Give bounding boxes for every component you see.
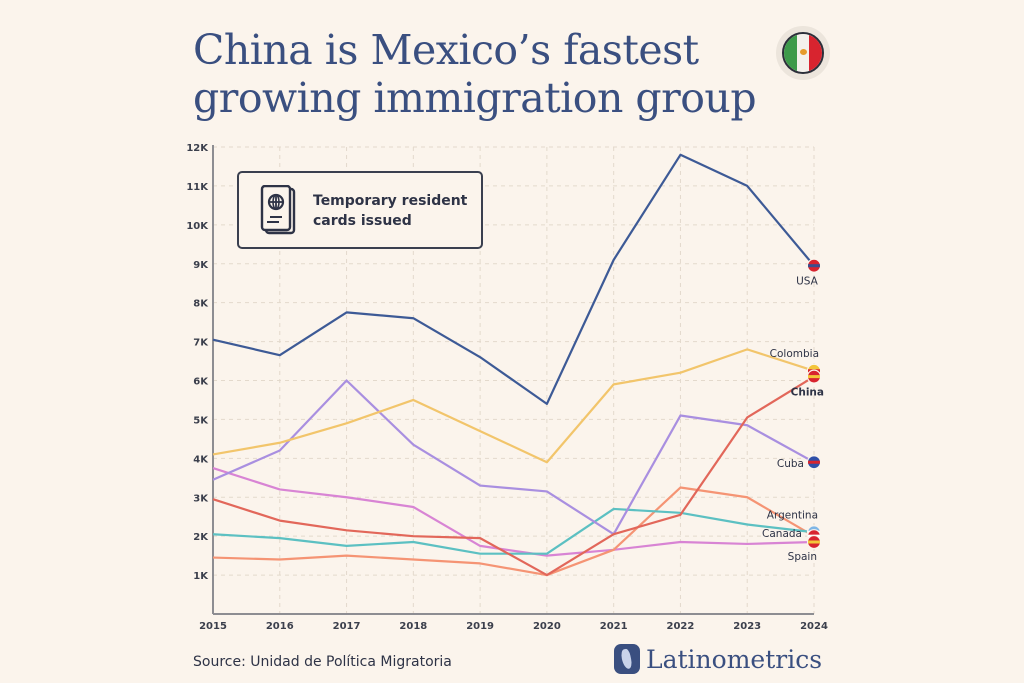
end-markers xyxy=(806,258,822,550)
flag-stripe xyxy=(808,540,820,544)
y-tick-label: 12K xyxy=(186,143,209,154)
series-labels: USA Colombia China Cuba Argentina Canada Spain xyxy=(762,276,824,563)
brand-logo: Latinometrics xyxy=(614,644,822,674)
series-label-colombia: Colombia xyxy=(770,348,819,360)
x-tick-label: 2020 xyxy=(533,621,561,632)
series-line-spain xyxy=(212,467,815,557)
series-line-argentina xyxy=(212,507,815,555)
series-line-colombia xyxy=(212,348,815,464)
series-label-cuba: Cuba xyxy=(777,458,804,470)
y-tick-label: 6K xyxy=(193,377,209,388)
flag-stripe xyxy=(808,375,820,379)
flag-stripe xyxy=(808,460,820,464)
series-line-canada xyxy=(212,486,815,577)
chart-title: China is Mexico’s fastest growing immigr… xyxy=(193,26,757,122)
y-tick-label: 11K xyxy=(186,182,209,193)
x-tick-label: 2022 xyxy=(667,621,695,632)
x-tick-label: 2016 xyxy=(266,621,294,632)
y-tick-label: 3K xyxy=(193,493,209,504)
source-note: Source: Unidad de Política Migratoria xyxy=(193,654,452,670)
x-tick-label: 2018 xyxy=(399,621,427,632)
y-tick-label: 5K xyxy=(193,415,209,426)
series-line-cuba xyxy=(212,379,815,536)
title-line-2: growing immigration group xyxy=(193,74,757,122)
legend-text-line-1: Temporary resident xyxy=(313,193,468,209)
y-tick-label: 7K xyxy=(193,338,209,349)
usa-flag-icon xyxy=(806,258,822,273)
legend-box: Temporary resident cards issued xyxy=(237,171,483,249)
series-label-spain: Spain xyxy=(788,551,817,563)
title-line-1: China is Mexico’s fastest xyxy=(193,26,699,74)
legend-text-line-2: cards issued xyxy=(313,213,412,229)
series-label-usa: USA xyxy=(796,276,819,288)
x-tick-label: 2024 xyxy=(800,621,828,632)
series-label-canada: Canada xyxy=(762,528,802,540)
passport-icon xyxy=(260,185,296,235)
y-tick-label: 4K xyxy=(193,454,209,465)
x-tick-label: 2015 xyxy=(199,621,227,632)
latinometrics-logo-icon xyxy=(614,644,640,674)
flag-stripe xyxy=(808,264,820,268)
y-tick-label: 2K xyxy=(193,532,209,543)
y-tick-label: 10K xyxy=(186,221,209,232)
series-label-china: China xyxy=(791,387,824,399)
china-flag-icon xyxy=(806,369,822,384)
brand-name: Latinometrics xyxy=(646,644,823,674)
series-label-argentina: Argentina xyxy=(767,509,818,521)
series-line-china xyxy=(212,375,815,577)
axes: 1K 2K 3K 4K 5K 6K 7K 8K 9K 10K 11K 12K 2015 2016 2017 2… xyxy=(186,143,828,632)
spain-flag-icon xyxy=(806,534,822,550)
y-tick-label: 8K xyxy=(193,299,209,310)
series-lines xyxy=(212,153,815,577)
x-tick-label: 2019 xyxy=(466,621,494,632)
x-tick-label: 2021 xyxy=(600,621,628,632)
x-tick-label: 2023 xyxy=(733,621,761,632)
mexico-flag-icon xyxy=(776,26,830,80)
cuba-flag-icon xyxy=(806,455,822,470)
y-tick-label: 1K xyxy=(193,571,209,582)
x-tick-label: 2017 xyxy=(333,621,361,632)
series-line-usa xyxy=(212,153,815,405)
y-tick-label: 9K xyxy=(193,260,209,271)
